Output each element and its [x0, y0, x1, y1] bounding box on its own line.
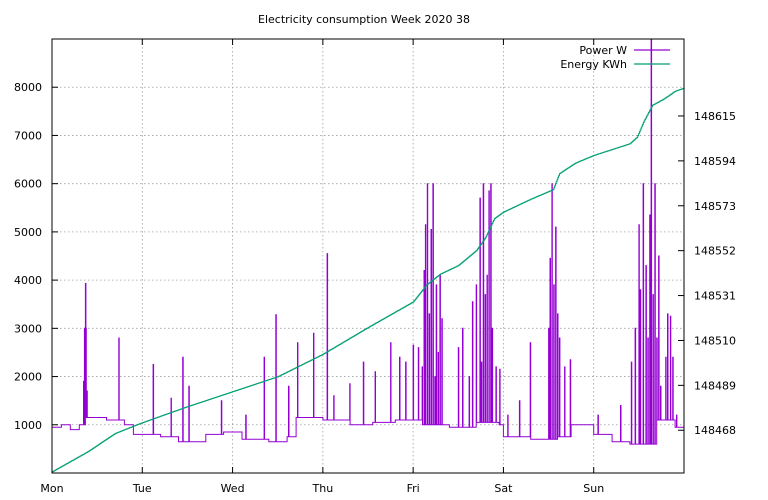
x-tick-label: Fri: [407, 482, 420, 495]
y-tick-label-left: 7000: [14, 129, 42, 142]
series-line-energy-kwh: [52, 87, 685, 473]
series-power-w: [52, 38, 684, 445]
y-tick-label-right: 148489: [694, 379, 736, 392]
y-tick-label-right: 148531: [694, 290, 736, 303]
legend: Power W Energy KWh: [560, 44, 670, 71]
y-tick-label-right: 148552: [694, 245, 736, 258]
x-tick-label: Tue: [132, 482, 152, 495]
legend-label-power: Power W: [579, 44, 627, 57]
y-tick-label-right: 148573: [694, 200, 736, 213]
legend-label-energy: Energy KWh: [560, 58, 627, 71]
y-tick-label-right: 148510: [694, 334, 736, 347]
x-tick-label: Mon: [40, 482, 63, 495]
y-tick-label-right: 148615: [694, 110, 736, 123]
y-tick-label-left: 8000: [14, 81, 42, 94]
y-tick-label-left: 6000: [14, 178, 42, 191]
y-tick-label-right: 148468: [694, 424, 736, 437]
x-tick-label: Sat: [494, 482, 513, 495]
series-energy-kwh: [52, 87, 685, 473]
series-line-power-w: [52, 38, 684, 445]
y-tick-label-left: 5000: [14, 226, 42, 239]
y-tick-label-right: 148594: [694, 155, 736, 168]
axis-ticks: Mon Tue Wed Thu Fri Sat Sun 1000 2000 3000 4000 500…: [14, 39, 736, 495]
y-tick-label-left: 1000: [14, 419, 42, 432]
y-tick-label-left: 2000: [14, 371, 42, 384]
x-tick-label: Wed: [221, 482, 245, 495]
x-tick-label: Thu: [312, 482, 334, 495]
grid-lines: [52, 39, 684, 473]
y-tick-label-left: 3000: [14, 322, 42, 335]
plot-frame: [51, 38, 685, 474]
chart-title: Electricity consumption Week 2020 38: [258, 13, 470, 26]
y-tick-label-left: 4000: [14, 274, 42, 287]
x-tick-label: Sun: [583, 482, 604, 495]
